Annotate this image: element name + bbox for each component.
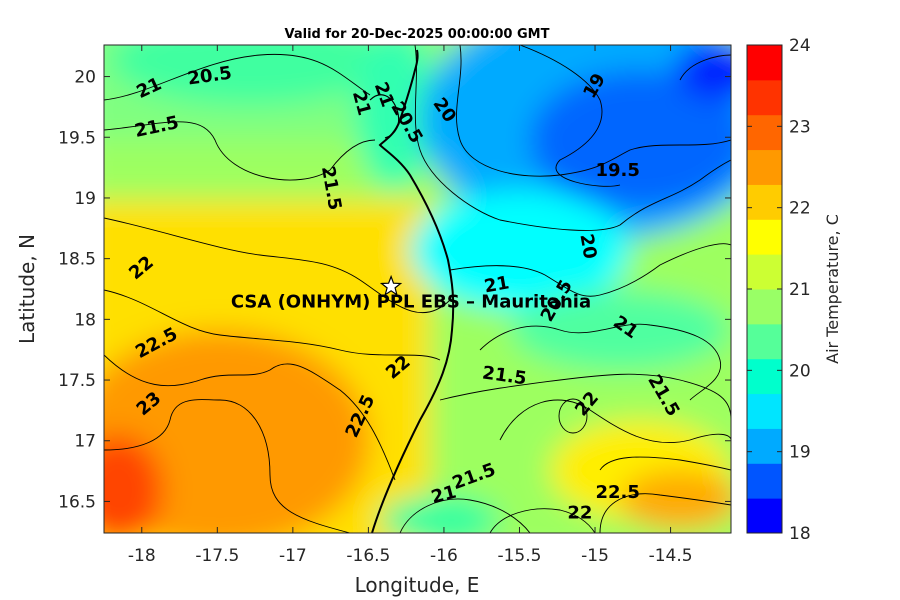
colorbar-segment — [747, 358, 782, 395]
colorbar-segment — [747, 463, 782, 499]
field-coast-cool — [355, 45, 435, 190]
contour-line — [449, 243, 731, 297]
x-tick-label: -15 — [581, 546, 609, 566]
contour-line — [489, 508, 596, 533]
contour-line — [456, 45, 731, 177]
colorbar-tick-label: 21 — [789, 280, 811, 300]
x-axis-ticks: -18 -17.5 -17 -16.5 -16 -15.5 -15 -14.5 — [128, 45, 693, 566]
contour-line — [399, 498, 531, 533]
chart-title: Valid for 20-Dec-2025 00:00:00 GMT — [285, 27, 550, 42]
y-axis-label: Latitude, N — [15, 234, 39, 344]
site-label: CSA (ONHYM) PPL EBS – Mauritania — [231, 292, 591, 313]
colorbar-segment — [747, 149, 782, 185]
contour-line — [679, 54, 731, 81]
site-star-icon — [379, 274, 403, 297]
plot-frame — [103, 44, 732, 534]
x-tick-label: -16 — [430, 546, 458, 566]
colorbar-tick-label: 20 — [789, 361, 811, 381]
contour-line — [599, 456, 731, 471]
colorbar-segment — [747, 289, 782, 325]
coastline-inlet — [369, 94, 400, 139]
colorbar-segment — [747, 428, 782, 464]
contour-line — [599, 493, 731, 533]
contour-label: 19.5 — [595, 160, 639, 181]
colorbar-tick-label: 22 — [789, 199, 811, 219]
colorbar-segment — [747, 79, 782, 116]
contour-line — [499, 399, 731, 444]
contour-label: 21 — [483, 272, 511, 297]
colorbar-tick-label: 24 — [789, 36, 811, 56]
coastline — [371, 49, 455, 533]
colorbar-label: Air Temperature, C — [823, 214, 842, 364]
contour-line — [104, 217, 451, 314]
field-ne-coldest — [675, 45, 731, 100]
contour-line — [104, 354, 396, 481]
colorbar-segment — [747, 393, 782, 429]
y-tick-label: 18.5 — [58, 250, 96, 270]
site-marker-layer: CSA (ONHYM) PPL EBS – Mauritania — [231, 274, 591, 313]
contour-label: 22 — [567, 503, 592, 524]
contour-line — [519, 45, 621, 187]
y-tick-label: 17.5 — [58, 371, 96, 391]
colorbar-tick-label: 18 — [789, 524, 811, 544]
y-tick-label: 19.5 — [58, 128, 96, 148]
colorbar-segment — [747, 323, 782, 360]
field-ne-colder — [530, 70, 731, 210]
colorbar — [746, 44, 783, 534]
colorbar-tick-label: 19 — [789, 443, 811, 463]
x-tick-label: -18 — [128, 546, 156, 566]
contour-lines — [104, 45, 731, 533]
field-sw-hot — [104, 435, 163, 533]
colorbar-ticks: 18 19 20 21 22 23 24 — [747, 36, 811, 544]
contour-line — [104, 399, 351, 533]
y-tick-label: 16.5 — [58, 492, 96, 512]
colorbar-segment — [747, 254, 782, 290]
y-tick-label: 17 — [74, 432, 96, 452]
contour-line — [479, 323, 722, 401]
contour-line — [439, 373, 731, 421]
y-axis-ticks: 16.5 17 17.5 18 18.5 19 19.5 20 — [58, 68, 731, 512]
y-tick-label: 19 — [74, 189, 96, 209]
contour-label: 20 — [575, 232, 600, 260]
x-tick-label: -16.5 — [346, 546, 390, 566]
x-tick-label: -15.5 — [497, 546, 541, 566]
field-sw-orange — [104, 330, 370, 533]
contour-line — [104, 53, 371, 101]
contour-label: 22.5 — [595, 482, 639, 503]
colorbar-segment — [747, 184, 782, 220]
y-tick-label: 18 — [74, 310, 96, 330]
contour-loop — [558, 398, 588, 434]
colorbar-segment — [747, 498, 782, 534]
x-tick-label: -14.5 — [649, 546, 693, 566]
x-tick-label: -17 — [279, 546, 307, 566]
contour-line — [104, 121, 376, 181]
colorbar-segment — [747, 219, 782, 255]
field-mid-cool — [410, 190, 630, 310]
x-tick-label: -17.5 — [195, 546, 239, 566]
x-axis-label: Longitude, E — [355, 573, 480, 597]
temperature-field — [104, 45, 731, 533]
colorbar-segment — [747, 114, 782, 151]
contour-line — [104, 289, 441, 361]
field-s-green — [380, 495, 500, 533]
y-tick-label: 20 — [74, 68, 96, 88]
contour-line — [414, 45, 731, 231]
field-se-orange — [620, 470, 731, 530]
colorbar-segment — [747, 45, 782, 81]
field-center-green — [510, 290, 730, 370]
colorbar-tick-label: 23 — [789, 117, 811, 137]
field-nw-cool — [110, 45, 390, 105]
